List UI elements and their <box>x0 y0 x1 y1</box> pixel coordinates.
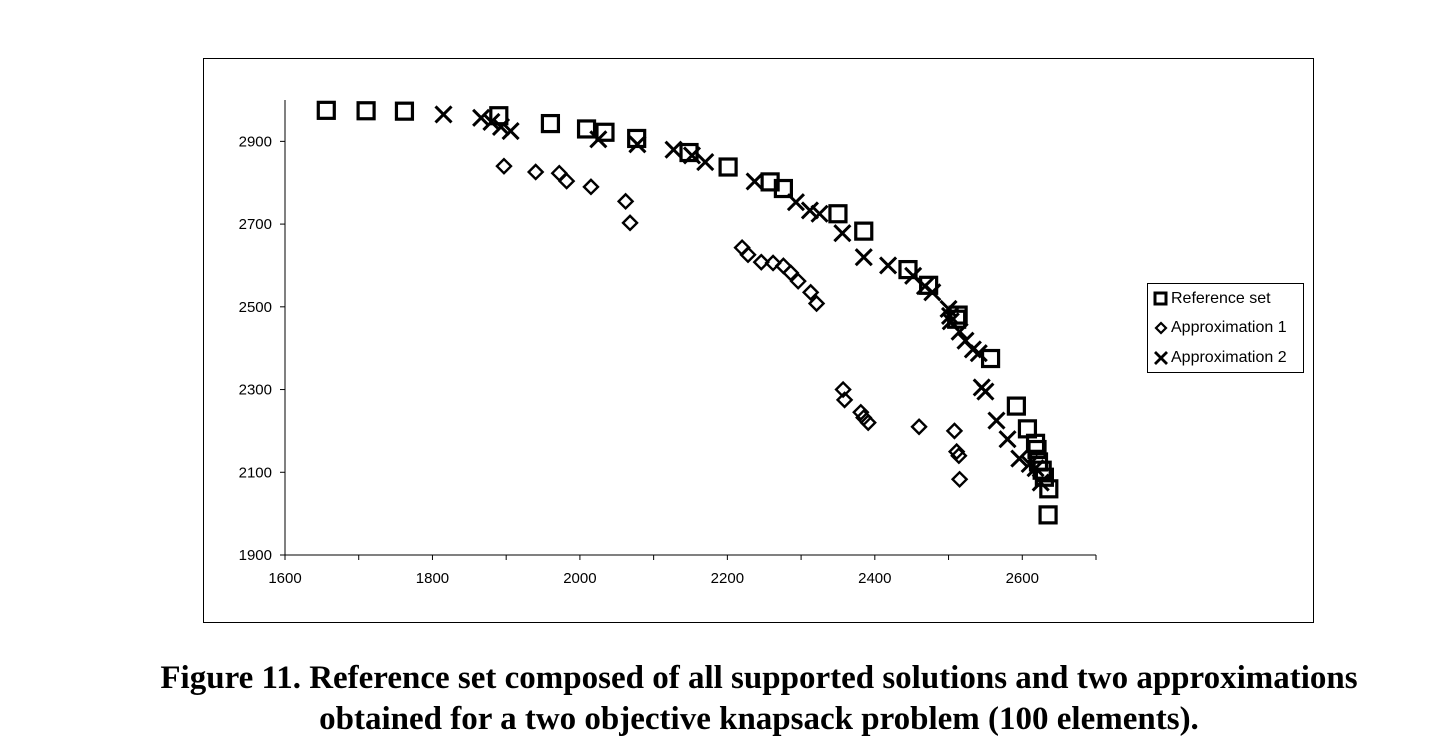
approximation-1-point <box>835 391 854 409</box>
approximation-1-point <box>526 163 545 181</box>
approximation-1-point <box>557 172 576 190</box>
approximation-2-point <box>628 135 647 154</box>
y-tick-label: 2700 <box>239 216 272 233</box>
approximation-1-point <box>834 380 852 399</box>
reference-point <box>854 221 874 241</box>
figure-caption: Figure 11. Reference set composed of all… <box>0 658 1430 740</box>
square-marker-icon <box>1153 291 1168 306</box>
approximation-1-point <box>495 157 513 175</box>
diamond-marker-icon <box>1154 321 1168 335</box>
reference-point <box>718 157 738 177</box>
reference-point <box>1039 479 1059 499</box>
legend-label: Approximation 2 <box>1171 349 1287 366</box>
reference-point <box>356 101 376 121</box>
approximation-1-point <box>950 470 969 489</box>
legend-label: Reference set <box>1171 290 1271 307</box>
approximation-2-point <box>810 204 829 223</box>
reference-point <box>828 204 848 224</box>
approximation-2-point <box>940 306 960 325</box>
approximation-2-point <box>950 322 969 341</box>
x-tick-label: 2600 <box>1006 570 1039 587</box>
approximation-2-point <box>589 130 608 149</box>
approximation-2-point <box>501 121 520 141</box>
approximation-2-point <box>854 248 873 267</box>
approximation-2-point <box>745 172 764 191</box>
y-tick-label: 2300 <box>239 382 272 399</box>
x-tick-label: 1600 <box>268 570 301 587</box>
y-tick-label: 1900 <box>239 547 272 564</box>
approximation-2-point <box>969 344 988 363</box>
approximation-2-point <box>1031 473 1050 492</box>
x-tick-label: 2000 <box>563 570 596 587</box>
y-tick-label: 2100 <box>239 464 272 481</box>
approximation-1-point <box>807 294 826 313</box>
approximation-1-point <box>582 178 600 196</box>
axes <box>280 100 1097 560</box>
approximation-1-point <box>764 254 782 272</box>
reference-point <box>595 122 615 142</box>
reference-point <box>540 113 561 134</box>
caption-line-2: obtained for a two objective knapsack pr… <box>319 701 1199 737</box>
x-marker-icon <box>1154 351 1168 365</box>
approximation-2-point <box>800 201 819 220</box>
reference-point <box>1006 396 1026 416</box>
tick-labels: 1900 2100 2300 2500 2700 2900 1600 1800 2000 2200… <box>239 133 1039 587</box>
legend-item-reference-set: Reference set <box>1153 286 1271 312</box>
approximation-1-point <box>616 192 635 211</box>
approximation-2-point <box>923 283 942 302</box>
reference-point <box>316 100 336 120</box>
approximation-1-point <box>621 214 639 232</box>
approximation-1-point <box>789 272 807 290</box>
reference-point <box>394 101 415 121</box>
approximation-1-point <box>910 418 928 436</box>
approximation-2-point <box>1010 449 1029 468</box>
approximation-2-point <box>833 224 852 243</box>
approximation-1-point <box>945 422 964 440</box>
approximation-2-point <box>482 112 501 131</box>
reference-point <box>919 275 939 295</box>
approximation-1-point <box>859 413 877 432</box>
legend-item-approximation-1: Approximation 1 <box>1153 315 1287 341</box>
legend-label: Approximation 1 <box>1171 319 1287 336</box>
approximation-2-point <box>1026 459 1045 478</box>
approximation-2-point <box>976 382 995 401</box>
x-tick-label: 2400 <box>858 570 891 587</box>
approximation-1-point <box>801 283 820 302</box>
approximation-1-point <box>950 447 968 465</box>
approximation-1-point <box>739 246 757 264</box>
approximation-2-point <box>879 256 898 275</box>
approximation-1-point <box>852 403 870 421</box>
approximation-2-point <box>472 108 491 127</box>
x-tick-label: 2200 <box>711 570 744 587</box>
approximation-2-point <box>491 117 511 136</box>
chart-frame <box>203 58 1314 623</box>
reference-point <box>898 259 918 280</box>
data-points <box>316 100 1059 525</box>
y-tick-label: 2500 <box>239 299 272 316</box>
reference-point <box>679 142 699 163</box>
approximation-1-point <box>947 442 966 461</box>
approximation-1-point <box>752 253 770 271</box>
caption-line-1: Figure 11. Reference set composed of all… <box>160 660 1358 696</box>
approximation-2-point <box>696 152 715 172</box>
approximation-2-point <box>987 411 1006 430</box>
reference-point <box>576 119 597 139</box>
series-approximation-1 <box>495 157 969 489</box>
legend-item-approximation-2: Approximation 2 <box>1153 345 1287 371</box>
approximation-2-point <box>682 146 702 165</box>
approximation-2-point <box>664 140 683 159</box>
approximation-2-point <box>786 193 805 212</box>
reference-point <box>773 178 793 199</box>
approximation-2-point <box>434 105 453 124</box>
series-approximation-2 <box>434 105 1050 492</box>
approximation-2-point <box>998 430 1017 449</box>
legend: Reference set Approximation 1 Approximat… <box>1147 283 1304 373</box>
y-tick-label: 2900 <box>239 133 272 150</box>
x-tick-label: 1800 <box>416 570 449 587</box>
reference-point <box>1038 505 1058 525</box>
